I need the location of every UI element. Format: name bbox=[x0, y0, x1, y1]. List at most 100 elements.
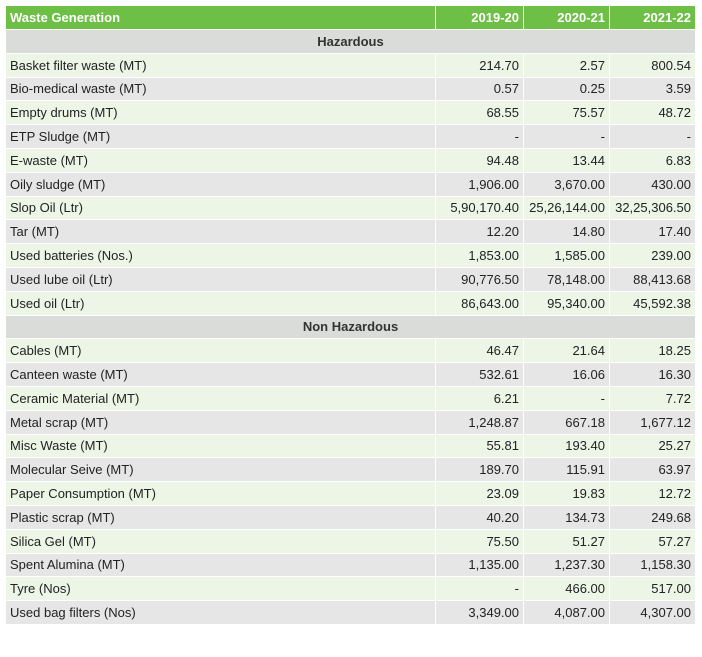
value-cell: 115.91 bbox=[524, 458, 610, 483]
value-cell: 134.73 bbox=[524, 505, 610, 530]
value-cell: 3,349.00 bbox=[436, 601, 524, 625]
value-cell: 6.21 bbox=[436, 386, 524, 411]
row-label: Spent Alumina (MT) bbox=[6, 553, 436, 578]
value-cell: 51.27 bbox=[524, 529, 610, 554]
value-cell: 1,906.00 bbox=[436, 172, 524, 197]
table-row: Cables (MT) 46.47 21.64 18.25 bbox=[6, 339, 696, 364]
column-header-2021-22: 2021-22 bbox=[610, 6, 696, 30]
row-label: Empty drums (MT) bbox=[6, 101, 436, 126]
value-cell: 55.81 bbox=[436, 434, 524, 459]
row-label: Ceramic Material (MT) bbox=[6, 386, 436, 411]
column-header-2019-20: 2019-20 bbox=[436, 6, 524, 30]
value-cell: 0.57 bbox=[436, 77, 524, 102]
value-cell: 189.70 bbox=[436, 458, 524, 483]
row-label: Plastic scrap (MT) bbox=[6, 505, 436, 530]
section-title: Non Hazardous bbox=[6, 315, 696, 340]
value-cell: 13.44 bbox=[524, 148, 610, 173]
value-cell: 1,677.12 bbox=[610, 410, 696, 435]
value-cell: 1,237.30 bbox=[524, 553, 610, 578]
value-cell: 90,776.50 bbox=[436, 267, 524, 292]
table-row: Metal scrap (MT) 1,248.87 667.18 1,677.12 bbox=[6, 410, 696, 435]
value-cell: 78,148.00 bbox=[524, 267, 610, 292]
value-cell: 5,90,170.40 bbox=[436, 196, 524, 221]
table-body: Hazardous Basket filter waste (MT) 214.70 2… bbox=[6, 30, 696, 625]
value-cell: 193.40 bbox=[524, 434, 610, 459]
value-cell: 23.09 bbox=[436, 482, 524, 506]
value-cell: 57.27 bbox=[610, 529, 696, 554]
value-cell: - bbox=[610, 125, 696, 149]
value-cell: 45,592.38 bbox=[610, 291, 696, 316]
section-title: Hazardous bbox=[6, 30, 696, 54]
value-cell: 3,670.00 bbox=[524, 172, 610, 197]
value-cell: 16.06 bbox=[524, 363, 610, 387]
row-label: Used batteries (Nos.) bbox=[6, 244, 436, 268]
value-cell: 94.48 bbox=[436, 148, 524, 173]
value-cell: 63.97 bbox=[610, 458, 696, 483]
value-cell: 1,248.87 bbox=[436, 410, 524, 435]
section-header-row: Hazardous bbox=[6, 30, 696, 54]
value-cell: 800.54 bbox=[610, 53, 696, 78]
value-cell: 239.00 bbox=[610, 244, 696, 268]
value-cell: 21.64 bbox=[524, 339, 610, 364]
table-row: Basket filter waste (MT) 214.70 2.57 800.54 bbox=[6, 53, 696, 78]
table-row: Empty drums (MT) 68.55 75.57 48.72 bbox=[6, 101, 696, 126]
table-row: Molecular Seive (MT) 189.70 115.91 63.97 bbox=[6, 458, 696, 483]
table-row: Paper Consumption (MT) 23.09 19.83 12.72 bbox=[6, 482, 696, 506]
value-cell: - bbox=[524, 125, 610, 149]
section-header-row: Non Hazardous bbox=[6, 315, 696, 340]
value-cell: 517.00 bbox=[610, 577, 696, 602]
value-cell: 88,413.68 bbox=[610, 267, 696, 292]
table-row: Spent Alumina (MT) 1,135.00 1,237.30 1,158.… bbox=[6, 553, 696, 578]
value-cell: 95,340.00 bbox=[524, 291, 610, 316]
value-cell: 12.72 bbox=[610, 482, 696, 506]
value-cell: 25.27 bbox=[610, 434, 696, 459]
value-cell: - bbox=[436, 125, 524, 149]
value-cell: 7.72 bbox=[610, 386, 696, 411]
value-cell: 12.20 bbox=[436, 220, 524, 245]
row-label: Cables (MT) bbox=[6, 339, 436, 364]
table-row: Used batteries (Nos.) 1,853.00 1,585.00 239… bbox=[6, 244, 696, 268]
table-row: Misc Waste (MT) 55.81 193.40 25.27 bbox=[6, 434, 696, 459]
table-row: Slop Oil (Ltr) 5,90,170.40 25,26,144.00 32,… bbox=[6, 196, 696, 221]
row-label: Slop Oil (Ltr) bbox=[6, 196, 436, 221]
value-cell: 14.80 bbox=[524, 220, 610, 245]
value-cell: 3.59 bbox=[610, 77, 696, 102]
value-cell: 430.00 bbox=[610, 172, 696, 197]
column-header-category: Waste Generation bbox=[6, 6, 436, 30]
table-header: Waste Generation 2019-20 2020-21 2021-22 bbox=[6, 6, 696, 30]
value-cell: 48.72 bbox=[610, 101, 696, 126]
value-cell: 532.61 bbox=[436, 363, 524, 387]
value-cell: 18.25 bbox=[610, 339, 696, 364]
value-cell: 667.18 bbox=[524, 410, 610, 435]
table-row: Tyre (Nos) -466.00 517.00 bbox=[6, 577, 696, 602]
row-label: Molecular Seive (MT) bbox=[6, 458, 436, 483]
table-row: Oily sludge (MT) 1,906.00 3,670.00 430.00 bbox=[6, 172, 696, 197]
value-cell: 6.83 bbox=[610, 148, 696, 173]
value-cell: 214.70 bbox=[436, 53, 524, 78]
row-label: Metal scrap (MT) bbox=[6, 410, 436, 435]
row-label: E-waste (MT) bbox=[6, 148, 436, 173]
value-cell: 0.25 bbox=[524, 77, 610, 102]
row-label: Tyre (Nos) bbox=[6, 577, 436, 602]
row-label: Canteen waste (MT) bbox=[6, 363, 436, 387]
row-label: Oily sludge (MT) bbox=[6, 172, 436, 197]
value-cell: 75.50 bbox=[436, 529, 524, 554]
row-label: Paper Consumption (MT) bbox=[6, 482, 436, 506]
table-row: Used lube oil (Ltr) 90,776.50 78,148.00 88,… bbox=[6, 267, 696, 292]
column-header-2020-21: 2020-21 bbox=[524, 6, 610, 30]
row-label: Used bag filters (Nos) bbox=[6, 601, 436, 625]
value-cell: 68.55 bbox=[436, 101, 524, 126]
value-cell: 75.57 bbox=[524, 101, 610, 126]
value-cell: 17.40 bbox=[610, 220, 696, 245]
value-cell: 86,643.00 bbox=[436, 291, 524, 316]
table-row: Silica Gel (MT) 75.50 51.27 57.27 bbox=[6, 529, 696, 554]
row-label: Basket filter waste (MT) bbox=[6, 53, 436, 78]
value-cell: 16.30 bbox=[610, 363, 696, 387]
value-cell: 19.83 bbox=[524, 482, 610, 506]
table-row: ETP Sludge (MT) - - - bbox=[6, 125, 696, 149]
value-cell: 249.68 bbox=[610, 505, 696, 530]
value-cell: - bbox=[524, 386, 610, 411]
table-row: Used bag filters (Nos) 3,349.00 4,087.00 4,… bbox=[6, 601, 696, 625]
value-cell: 1,158.30 bbox=[610, 553, 696, 578]
value-cell: 40.20 bbox=[436, 505, 524, 530]
